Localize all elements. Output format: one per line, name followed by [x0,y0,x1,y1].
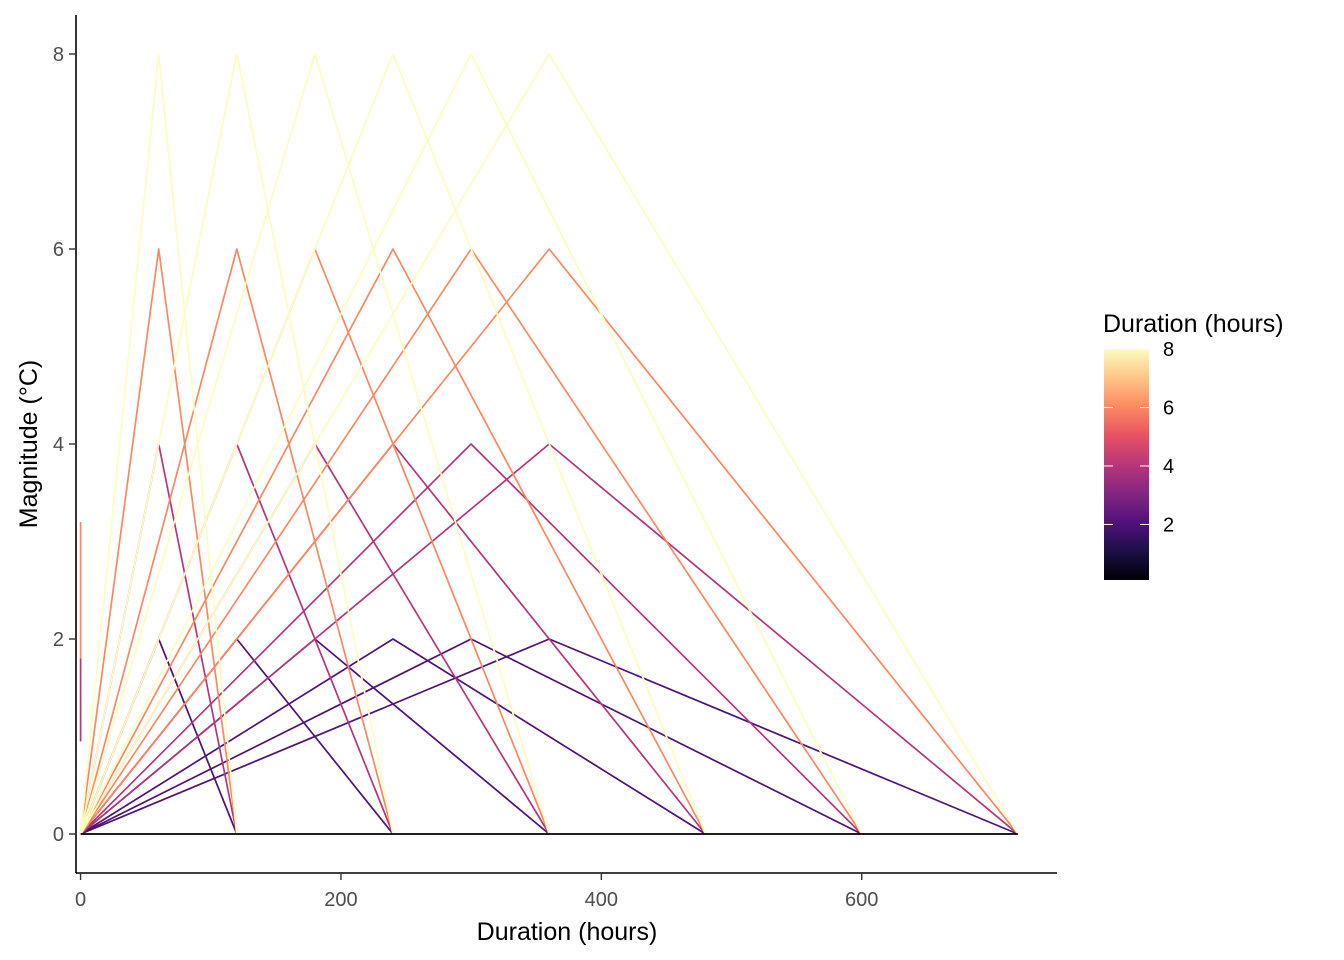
x-axis-title: Duration (hours) [477,918,658,946]
y-tick-label: 0 [53,824,64,846]
series-line-11 [79,443,863,835]
series-line-23 [79,53,863,835]
series-line-16 [79,248,707,835]
y-axis-ticks: 0 2 4 6 8 [53,44,76,846]
series-line-14 [79,248,394,835]
plot-area [79,53,1019,835]
series-line-21 [79,53,551,835]
series-line-20 [79,53,394,835]
legend-tick-label: 4 [1163,456,1174,478]
x-tick-label: 600 [845,889,878,911]
x-tick-label: 0 [75,889,86,911]
y-tick-label: 6 [53,239,64,261]
legend-tick-label: 8 [1163,339,1174,361]
legend: Duration (hours) 2 4 6 8 [1103,310,1284,580]
axes: 0 200 400 600 0 2 4 6 8 [53,15,1057,911]
series-line-22 [79,53,707,835]
series-line-4 [80,638,706,835]
series-line-18 [79,248,1019,835]
y-tick-label: 4 [53,434,64,456]
y-tick-label: 2 [53,629,64,651]
legend-ticks: 2 4 6 8 [1104,339,1174,536]
legend-title: Duration (hours) [1103,310,1284,338]
legend-tick-label: 2 [1163,514,1174,536]
series-line-24 [79,53,1019,835]
x-tick-label: 400 [585,889,618,911]
y-tick-label: 8 [53,44,64,66]
y-axis-title: Magnitude (°C) [15,360,43,528]
legend-colorbar [1104,349,1149,580]
x-tick-label: 200 [324,889,357,911]
legend-tick-label: 6 [1163,397,1174,419]
x-axis-ticks: 0 200 400 600 [75,873,878,911]
